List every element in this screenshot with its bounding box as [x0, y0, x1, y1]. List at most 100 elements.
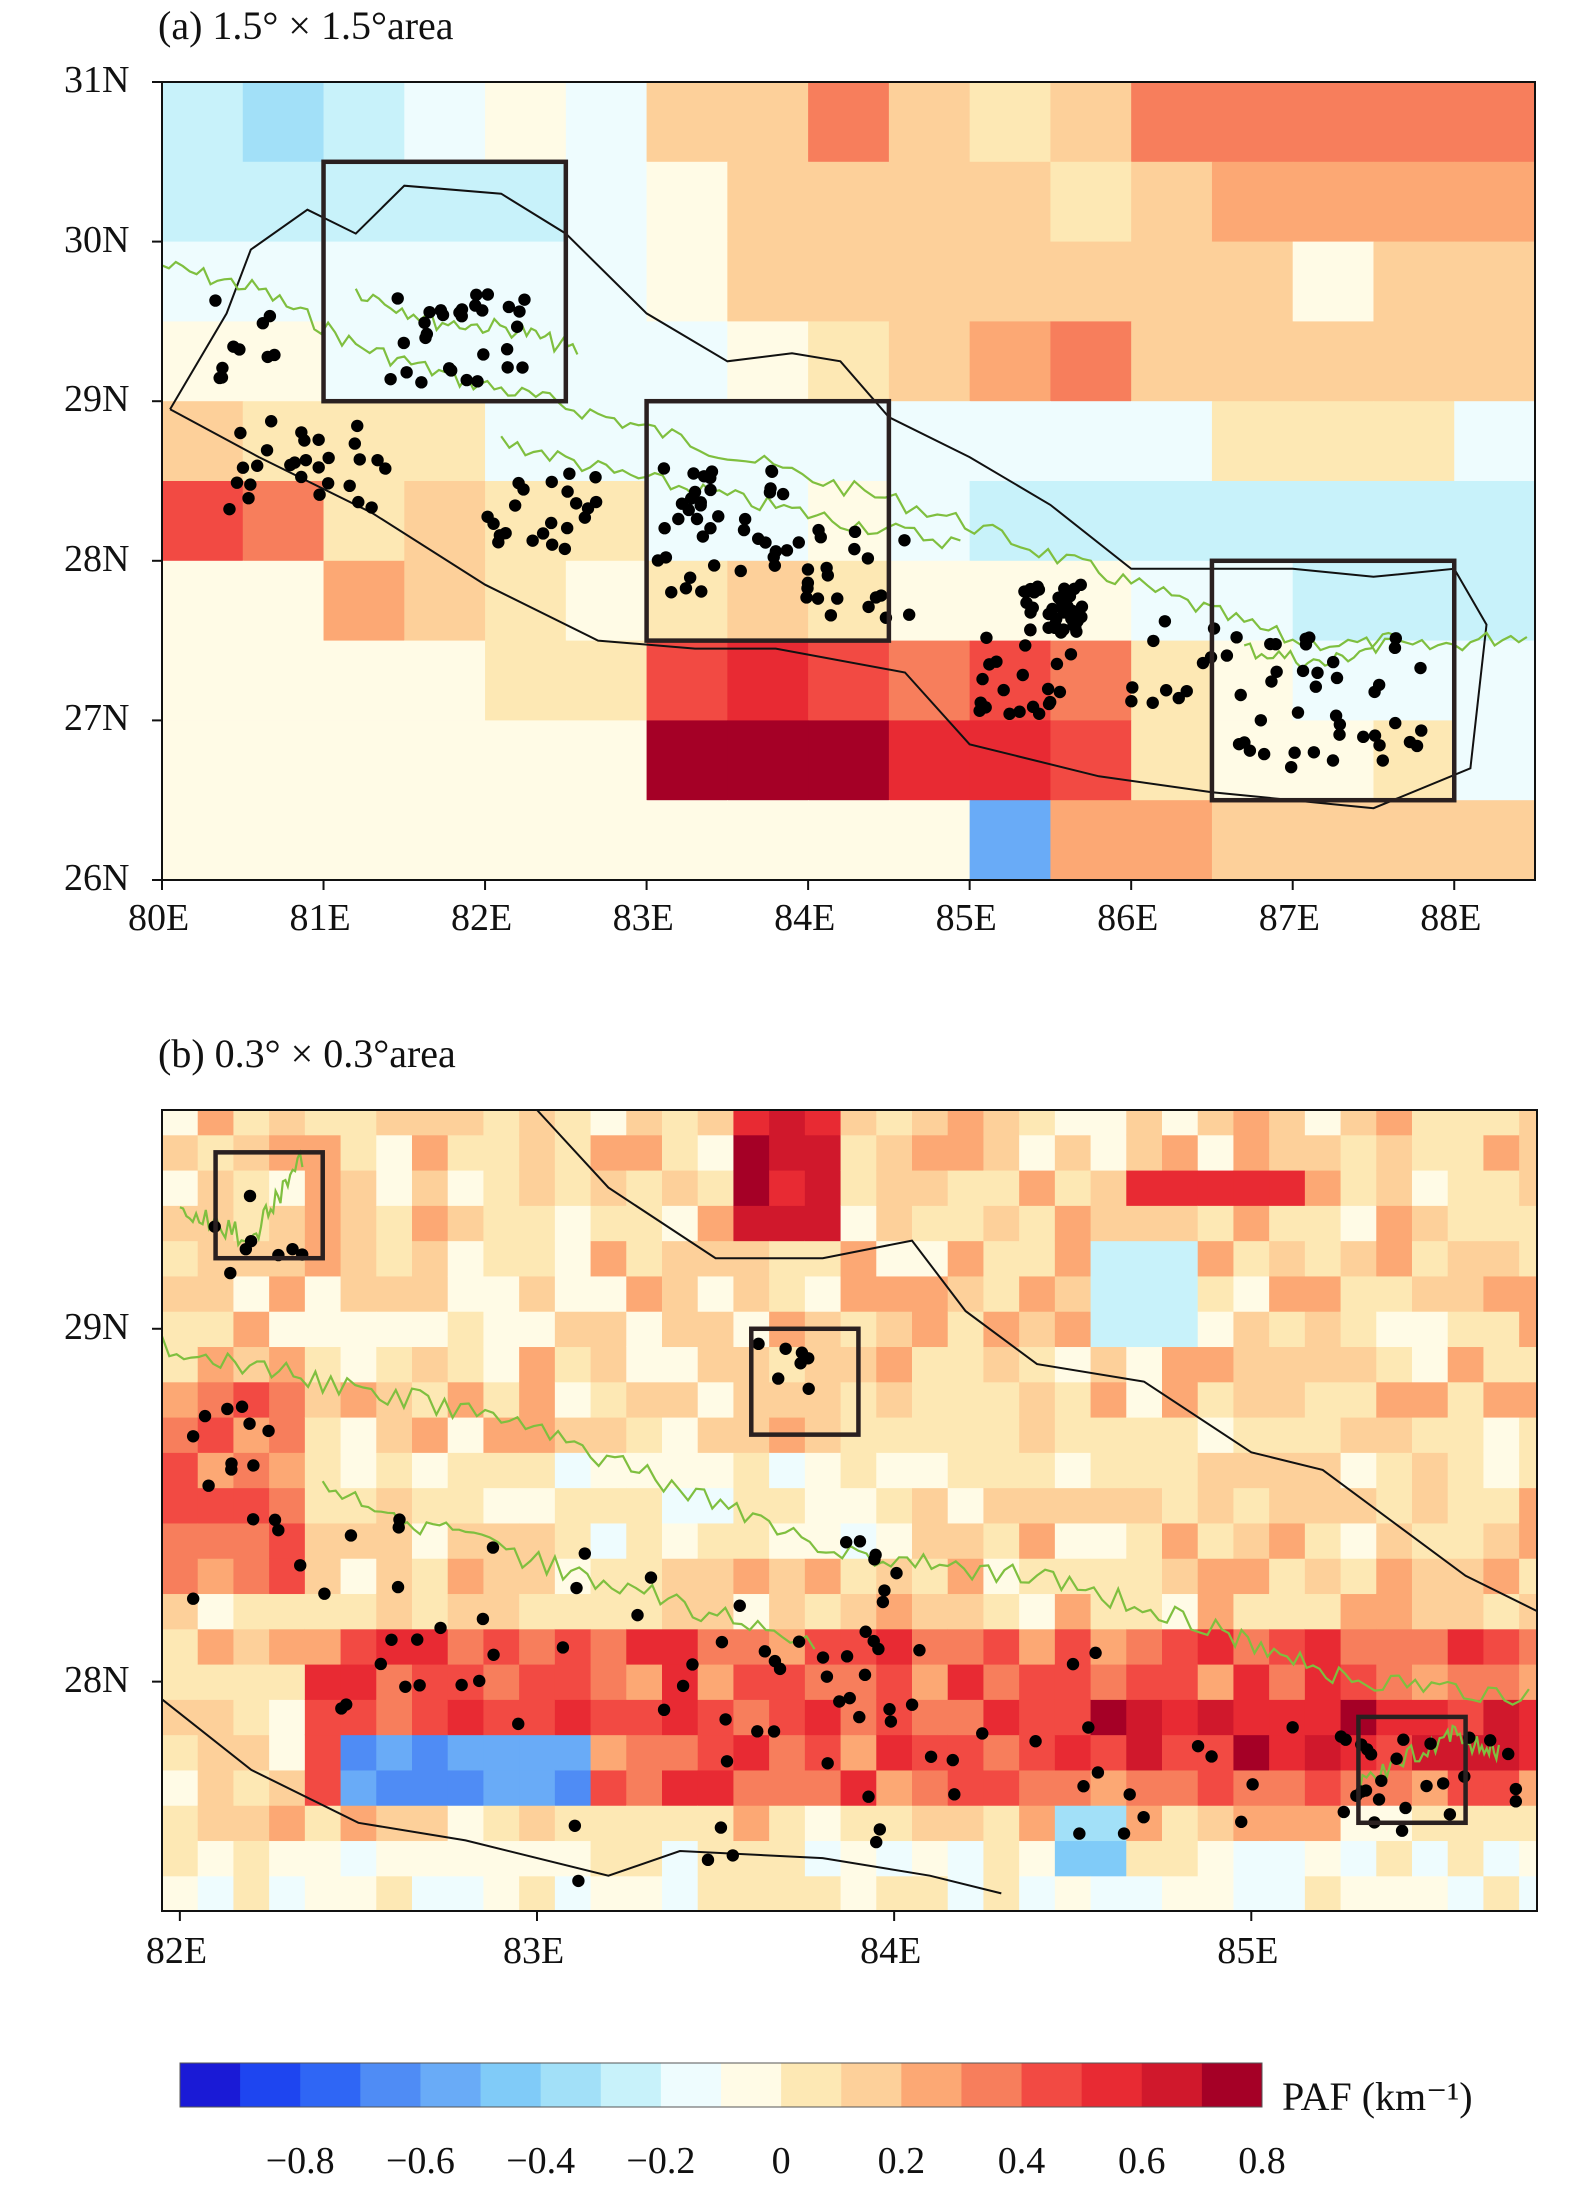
- grid-cell: [646, 321, 728, 402]
- grid-cell: [269, 1663, 306, 1700]
- station-dot: [1020, 585, 1034, 598]
- station-dot: [657, 462, 671, 475]
- grid-cell: [1054, 1346, 1092, 1383]
- station-dot: [801, 563, 815, 576]
- station-dot: [1284, 760, 1298, 774]
- grid-cell: [1447, 1110, 1485, 1136]
- grid-cell: [1054, 1487, 1092, 1524]
- station-dot: [1058, 582, 1071, 595]
- grid-cell: [769, 1169, 806, 1206]
- station-dot: [481, 288, 495, 301]
- grid-cell: [1233, 1205, 1270, 1242]
- grid-cell: [876, 1275, 913, 1312]
- grid-cell: [1373, 241, 1455, 322]
- station-dot: [469, 299, 482, 312]
- grid-cell: [1292, 560, 1375, 642]
- grid-cell: [1412, 1275, 1449, 1312]
- grid-cell: [1292, 401, 1375, 482]
- grid-cell: [269, 1311, 306, 1348]
- station-dot: [256, 317, 270, 330]
- grid-cell: [983, 1205, 1020, 1242]
- grid-cell: [233, 1275, 270, 1312]
- station-dot: [418, 316, 431, 329]
- grid-cell: [1126, 1699, 1163, 1736]
- grid-cell: [233, 1628, 270, 1665]
- station-dot: [563, 467, 576, 480]
- grid-cell: [733, 1840, 770, 1877]
- grid-cell: [233, 1875, 270, 1911]
- grid-cell: [1233, 1134, 1270, 1171]
- station-dot: [470, 288, 483, 302]
- grid-cell: [565, 82, 648, 163]
- grid-cell: [1019, 1452, 1056, 1489]
- grid-cell: [233, 1381, 270, 1418]
- grid-cell: [1269, 1593, 1306, 1630]
- grid-cell: [1090, 1134, 1127, 1171]
- grid-cell: [733, 1769, 770, 1806]
- station-dot: [1020, 596, 1033, 609]
- grid-cell: [162, 800, 244, 880]
- grid-cell: [969, 241, 1052, 322]
- grid-cell: [447, 1205, 485, 1242]
- grid-cell: [983, 1840, 1020, 1877]
- grid-cell: [662, 1110, 699, 1136]
- grid-cell: [340, 1452, 377, 1489]
- grid-cell: [242, 321, 325, 402]
- station-dot: [733, 1599, 746, 1612]
- x-tick-label: 86E: [1097, 897, 1159, 939]
- grid-cell: [1090, 1593, 1127, 1630]
- grid-cell: [376, 1169, 413, 1206]
- station-dot: [712, 510, 725, 523]
- grid-cell: [1447, 1487, 1485, 1524]
- grid-cell: [1019, 1381, 1056, 1418]
- y-tick-label: 28N: [64, 1658, 130, 1701]
- station-dot: [477, 348, 490, 361]
- grid-cell: [646, 82, 728, 163]
- station-dot: [679, 582, 693, 595]
- grid-cell: [804, 1275, 842, 1312]
- x-tick-label: 87E: [1258, 897, 1320, 939]
- grid-cell: [1211, 720, 1294, 801]
- grid-cell: [447, 1699, 485, 1736]
- station-dot: [924, 1750, 938, 1763]
- x-tick-label: 81E: [289, 897, 351, 939]
- grid-cell: [197, 1311, 235, 1348]
- station-dot: [335, 1702, 348, 1715]
- grid-cell: [1447, 1275, 1485, 1312]
- station-dot: [1019, 639, 1032, 652]
- grid-cell: [1304, 1875, 1342, 1911]
- grid-cell: [162, 1487, 199, 1524]
- grid-cell: [1233, 1663, 1270, 1700]
- grid-cell: [888, 241, 971, 322]
- grid-cell: [1269, 1311, 1306, 1348]
- grid-cell: [447, 1628, 485, 1665]
- grid-cell: [912, 1593, 949, 1630]
- station-dot: [391, 1580, 405, 1594]
- grid-cell: [340, 1416, 377, 1453]
- grid-cell: [912, 1875, 949, 1911]
- grid-cell: [912, 1452, 949, 1489]
- station-dot: [776, 487, 790, 501]
- station-dot: [471, 375, 484, 388]
- station-dot: [230, 476, 244, 489]
- ridge-line: [500, 435, 961, 550]
- grid-cell: [1019, 1240, 1056, 1277]
- grid-cell: [1376, 1205, 1413, 1242]
- colorbar-label: PAF (km⁻¹): [1282, 2074, 1473, 2119]
- grid-cell: [340, 1346, 377, 1383]
- station-dot: [487, 1648, 500, 1662]
- grid-cell: [727, 640, 809, 721]
- station-dot: [1077, 1780, 1090, 1793]
- station-dot: [687, 467, 700, 480]
- grid-cell: [876, 1452, 913, 1489]
- grid-cell: [1126, 1205, 1163, 1242]
- station-dot: [821, 569, 835, 582]
- grid-cell: [1269, 1416, 1306, 1453]
- grid-cell: [1233, 1558, 1270, 1595]
- grid-cell: [376, 1452, 413, 1489]
- grid-cell: [554, 1346, 592, 1383]
- grid-cell: [804, 1346, 842, 1383]
- grid-cell: [626, 1311, 663, 1348]
- grid-cell: [269, 1452, 306, 1489]
- grid-cell: [1340, 1416, 1377, 1453]
